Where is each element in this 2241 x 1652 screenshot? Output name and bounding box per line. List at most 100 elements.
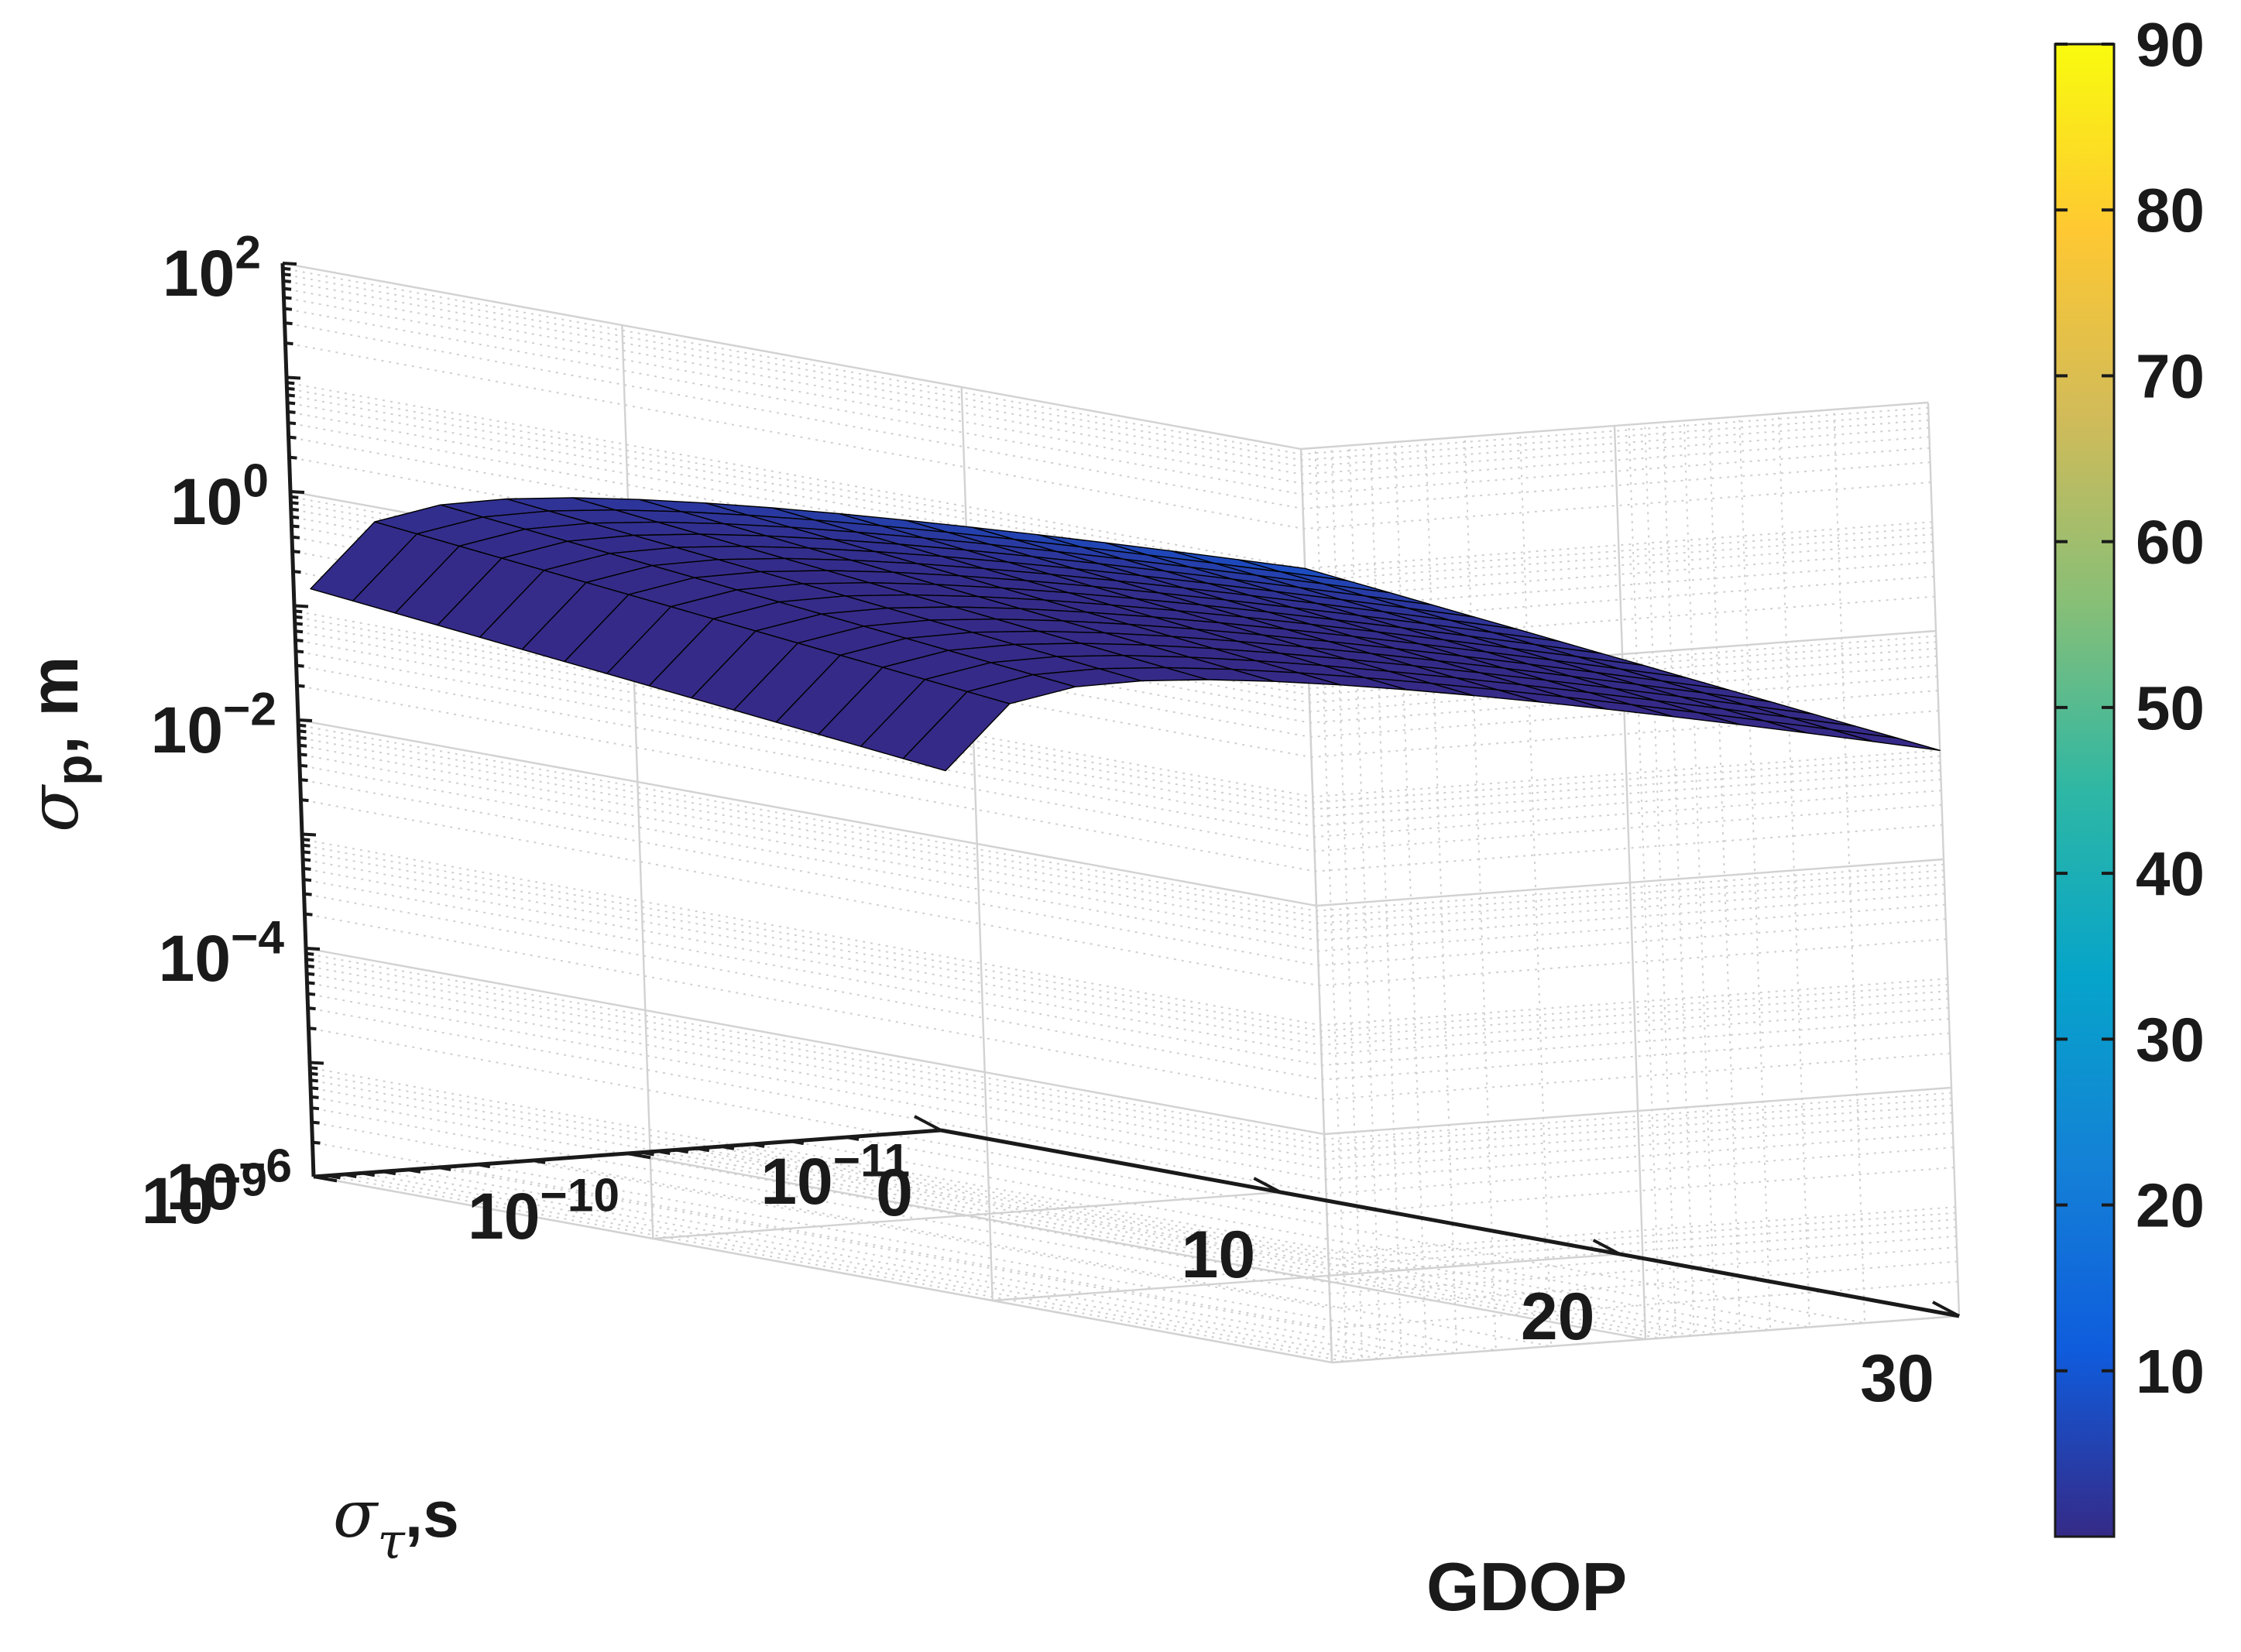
- z-minor-tick: [306, 951, 314, 956]
- axes-layer: [280, 262, 1960, 1318]
- y-tick-label-2-exp: −9: [214, 1153, 267, 1206]
- z-minor-tick: [311, 1095, 319, 1099]
- minor-grid-z: [306, 965, 1952, 1153]
- minor-grid-z: [283, 273, 1929, 461]
- grid-line-wall-y-x2: [960, 386, 994, 1301]
- y-tick-label-1-base: 10: [468, 1180, 540, 1253]
- minor-grid-z: [302, 844, 1948, 1032]
- z-minor-tick: [287, 393, 295, 398]
- z-tick-label-3-base: 10: [170, 465, 242, 538]
- x-major-tick: [1253, 1177, 1282, 1194]
- grid-line-wall-y-z2: [297, 718, 1317, 907]
- colorbar-tick-label-8: 90: [2136, 10, 2205, 79]
- z-minor-tick: [283, 286, 292, 291]
- colorbar-tick-label-7: 80: [2136, 176, 2205, 245]
- y-minor-tick: [438, 1166, 451, 1171]
- surface-facet: [1830, 728, 1941, 751]
- minor-grid-z: [307, 982, 1953, 1170]
- minor-grid-z: [302, 838, 1948, 1027]
- z-major-tick: [309, 1061, 324, 1065]
- z-minor-tick: [302, 838, 311, 842]
- minor-grid-z: [306, 952, 1952, 1140]
- colorbar-ticks: 10 20 30 40 50 60 70 80 90: [2055, 10, 2205, 1406]
- z-major-tick: [305, 947, 321, 951]
- minor-grid-z: [298, 730, 1944, 918]
- minor-grid-z: [283, 296, 1930, 485]
- z-minor-tick: [283, 279, 291, 283]
- z-minor-tick: [293, 570, 301, 574]
- minor-grid-z: [306, 958, 1952, 1146]
- z-minor-tick: [304, 912, 313, 917]
- z-minor-tick: [287, 381, 295, 386]
- x-major-tick: [914, 1115, 942, 1132]
- grid-line-wall-y-z1: [305, 947, 1325, 1136]
- z-minor-tick: [283, 307, 293, 311]
- y-minor-tick: [675, 1148, 689, 1154]
- z-minor-tick: [285, 341, 293, 346]
- minor-grid-z: [299, 753, 1945, 941]
- minor-grid-z: [293, 571, 1939, 759]
- z-minor-tick: [296, 663, 304, 668]
- minor-grid-z: [311, 1107, 1958, 1295]
- y-tick-label-1-exp: −10: [540, 1169, 619, 1222]
- y-tick-label-1: 10−10: [468, 1169, 619, 1253]
- minor-grid-z: [290, 508, 1937, 696]
- minor-grid-z: [306, 972, 1953, 1160]
- z-minor-tick: [294, 629, 304, 634]
- y-major-tick: [940, 1129, 965, 1136]
- grid-line-wall-x-y0: [1927, 402, 1961, 1317]
- x-major-tick: [1932, 1301, 1960, 1318]
- minor-grid-z: [303, 879, 1950, 1067]
- z-minor-tick: [298, 743, 307, 748]
- minor-grid-z: [294, 622, 1941, 811]
- z-minor-tick: [298, 723, 307, 728]
- z-axis-label: σp, m: [14, 656, 102, 832]
- minor-grid-z: [285, 342, 1931, 530]
- z-minor-tick: [304, 892, 312, 896]
- grid-line-wall-y-x1: [621, 324, 654, 1239]
- grid-line-floor-x1: [653, 1191, 1281, 1240]
- colorbar-tick-label-2: 30: [2136, 1005, 2205, 1074]
- minor-grid-z: [283, 279, 1929, 468]
- grid-line-floor-x3: [1331, 1314, 1960, 1364]
- z-tick-label-1: 10−4: [159, 911, 285, 995]
- grid-line-wall-x-y1: [1613, 425, 1647, 1340]
- y-minor-tick: [343, 1173, 357, 1178]
- z-minor-tick: [306, 958, 314, 962]
- colorbar-tick-label-5: 60: [2136, 508, 2205, 577]
- z-minor-tick: [288, 435, 297, 440]
- minor-grid-z: [291, 525, 1937, 713]
- minor-grid-z: [310, 1072, 1956, 1260]
- y-minor-tick: [383, 1170, 396, 1176]
- x-major-tick: [1592, 1239, 1621, 1256]
- minor-grid-z: [283, 307, 1930, 495]
- z-minor-tick: [302, 858, 311, 862]
- x-tick-label-0: 0: [876, 1156, 913, 1230]
- z-major-tick: [297, 718, 313, 722]
- y-minor-tick: [407, 1168, 421, 1174]
- y-minor-tick: [791, 1140, 805, 1146]
- y-minor-tick: [477, 1163, 491, 1169]
- minor-grid-z: [294, 610, 1941, 798]
- minor-grid-z: [312, 1141, 1958, 1329]
- z-axis-label-sub: p: [45, 755, 102, 786]
- y-axis-label: στ,s: [333, 1476, 459, 1571]
- z-minor-tick: [298, 729, 307, 734]
- y-tick-label-2-base: 10: [142, 1164, 214, 1237]
- z-minor-tick: [307, 981, 315, 985]
- z-major-tick: [286, 375, 301, 380]
- colorbar-body: [2054, 43, 2116, 1538]
- z-minor-tick: [292, 550, 300, 554]
- z-minor-tick: [290, 507, 299, 512]
- z-tick-label-3: 100: [170, 454, 269, 538]
- y-minor-tick: [641, 1150, 654, 1157]
- z-tick-label-4: 102: [163, 226, 261, 310]
- x-axis-line: [940, 1128, 1960, 1318]
- z-minor-tick: [308, 1027, 317, 1031]
- minor-grid-z: [296, 664, 1942, 852]
- z-minor-tick: [283, 296, 292, 300]
- z-minor-tick: [311, 1106, 320, 1111]
- y-axis-label-sub: τ: [377, 1513, 406, 1571]
- y-minor-tick: [846, 1136, 860, 1141]
- minor-grid-z: [302, 859, 1949, 1047]
